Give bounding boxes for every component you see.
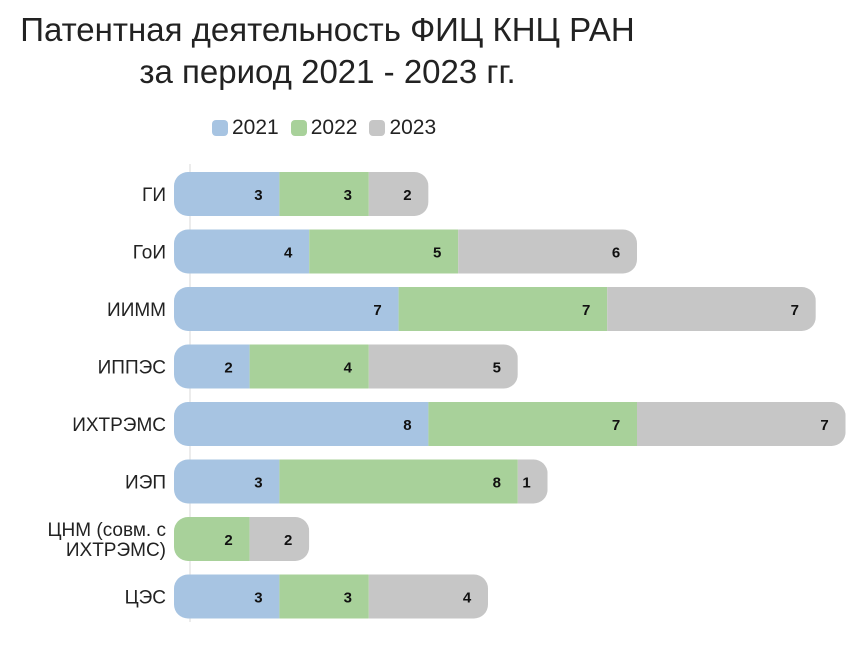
bar-segment-2022	[249, 344, 369, 389]
bar-segment-2021	[174, 229, 310, 274]
data-label-2023: 5	[493, 360, 501, 377]
legend: 2021 2022 2023	[212, 116, 448, 140]
category-label: ИЭП	[125, 473, 166, 494]
data-label-2023: 1	[522, 475, 530, 492]
bar-segment-2021	[174, 459, 280, 504]
category-label: ГИ	[142, 185, 166, 206]
data-label-2021: 3	[254, 187, 262, 204]
data-label-2022: 2	[224, 532, 232, 549]
data-label-2022: 3	[344, 590, 352, 607]
bar-segment-2023	[607, 287, 816, 331]
data-label-2023: 7	[820, 417, 828, 434]
legend-item-2023: 2023	[369, 116, 436, 140]
bar-group	[174, 229, 637, 274]
bar-segment-2021	[174, 574, 280, 619]
bar-segment-2022	[279, 459, 518, 504]
data-label-2023: 6	[612, 245, 620, 262]
bar-group	[174, 459, 548, 504]
legend-item-2022: 2022	[290, 116, 358, 140]
chart-title-line-2: за период 2021 - 2023 гг.	[139, 53, 516, 90]
data-label-2021: 2	[224, 360, 232, 377]
category-label: ЦЭС	[125, 588, 166, 609]
bar-group	[174, 287, 816, 331]
bar-group	[174, 574, 488, 619]
category-label: ЦНМ (совм. с	[48, 520, 167, 541]
bar-group	[174, 344, 518, 389]
data-label-2021: 4	[284, 245, 293, 262]
bar-segment-2022	[309, 229, 459, 274]
data-label-2021: 3	[254, 475, 262, 492]
legend-label-2023: 2023	[389, 116, 437, 139]
bar-segment-2022	[174, 517, 250, 561]
legend-swatch-2021	[212, 120, 228, 136]
legend-label-2021: 2021	[232, 116, 279, 139]
data-label-2023: 7	[791, 302, 799, 319]
legend-label-2022: 2022	[310, 116, 358, 139]
bar-segment-2023	[458, 229, 637, 274]
stacked-bar-chart: 3 3 2 ГИ 4 5 6 ГоИ 7 7 7 ИИММ 2 4 5 ИППЭС 8 7 7 ИХТРЭМС 3 8 1 И…	[48, 164, 846, 622]
data-label-2022: 7	[582, 302, 590, 319]
bar-segment-2022	[279, 172, 369, 216]
bar-segment-2021	[174, 402, 429, 446]
data-label-2021: 8	[403, 417, 411, 434]
category-label: ИИММ	[107, 300, 166, 321]
bar-segment-2023	[368, 172, 429, 216]
bar-segment-2022	[279, 574, 369, 619]
data-label-2023: 2	[284, 532, 292, 549]
bar-segment-2022	[428, 402, 637, 446]
bar-segment-2021	[174, 287, 399, 331]
category-label: ИППЭС	[98, 358, 166, 379]
bar-segment-2023	[517, 459, 548, 504]
category-label: ИХТРЭМС)	[66, 540, 166, 561]
bar-segment-2021	[174, 172, 280, 216]
data-label-2022: 8	[493, 475, 501, 492]
data-label-2022: 7	[612, 417, 620, 434]
data-label-2022: 3	[344, 187, 352, 204]
bar-group	[174, 172, 429, 216]
bar-segment-2023	[249, 517, 310, 561]
data-label-2022: 4	[344, 360, 353, 377]
data-label-2021: 3	[254, 590, 262, 607]
category-label: ИХТРЭМС	[72, 415, 166, 436]
legend-item-2021: 2021	[212, 116, 279, 140]
data-label-2023: 2	[403, 187, 411, 204]
bar-segment-2023	[368, 574, 488, 619]
data-label-2021: 7	[373, 302, 381, 319]
bar-segment-2021	[174, 344, 250, 389]
bar-group	[174, 517, 310, 561]
bar-segment-2023	[637, 402, 846, 446]
data-label-2023: 4	[463, 590, 472, 607]
data-label-2022: 5	[433, 245, 441, 262]
chart-title-line-1: Патентная деятельность ФИЦ КНЦ РАН	[20, 11, 635, 48]
legend-swatch-2023	[369, 120, 386, 136]
bar-segment-2023	[368, 344, 518, 389]
bar-segment-2022	[398, 287, 608, 331]
legend-swatch-2022	[290, 120, 307, 136]
category-label: ГоИ	[133, 243, 166, 264]
bar-group	[174, 402, 846, 446]
